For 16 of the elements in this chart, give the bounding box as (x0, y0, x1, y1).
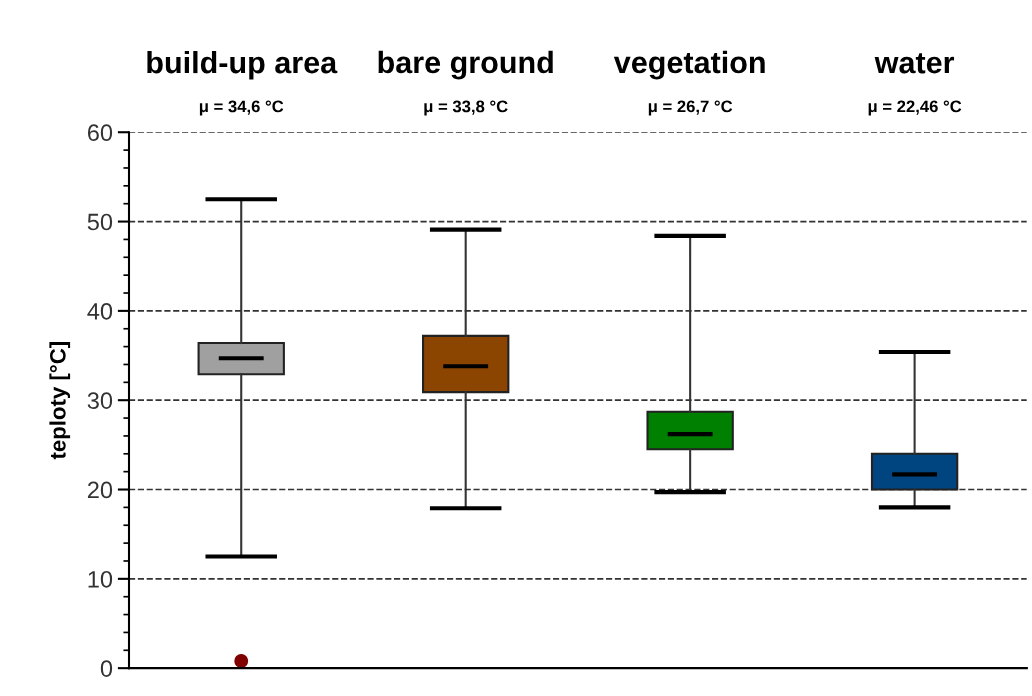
x-tick-label: water (874, 53, 955, 74)
y-tick-label: 50 (87, 213, 113, 231)
text: μ = 26,7 °C (648, 100, 733, 116)
y-tick-label: 20 (87, 481, 113, 499)
text: μ = 22,46 °C (868, 100, 962, 116)
y-tick-label: 0 (100, 660, 113, 677)
y-axis-title: teploty [°C] (49, 342, 71, 460)
y-tick-label: 40 (87, 302, 113, 320)
y-tick-label: 30 (87, 392, 113, 409)
text: μ = 34,6 °C (199, 100, 284, 116)
text: μ = 33,8 °C (424, 100, 508, 116)
y-tick-label: 10 (88, 570, 113, 588)
y-tick-label: 60 (87, 124, 113, 142)
x-tick-label: bare ground (378, 50, 553, 80)
x-tick-label: vegetation (613, 50, 765, 80)
x-tick-label: build-up area (147, 50, 338, 80)
